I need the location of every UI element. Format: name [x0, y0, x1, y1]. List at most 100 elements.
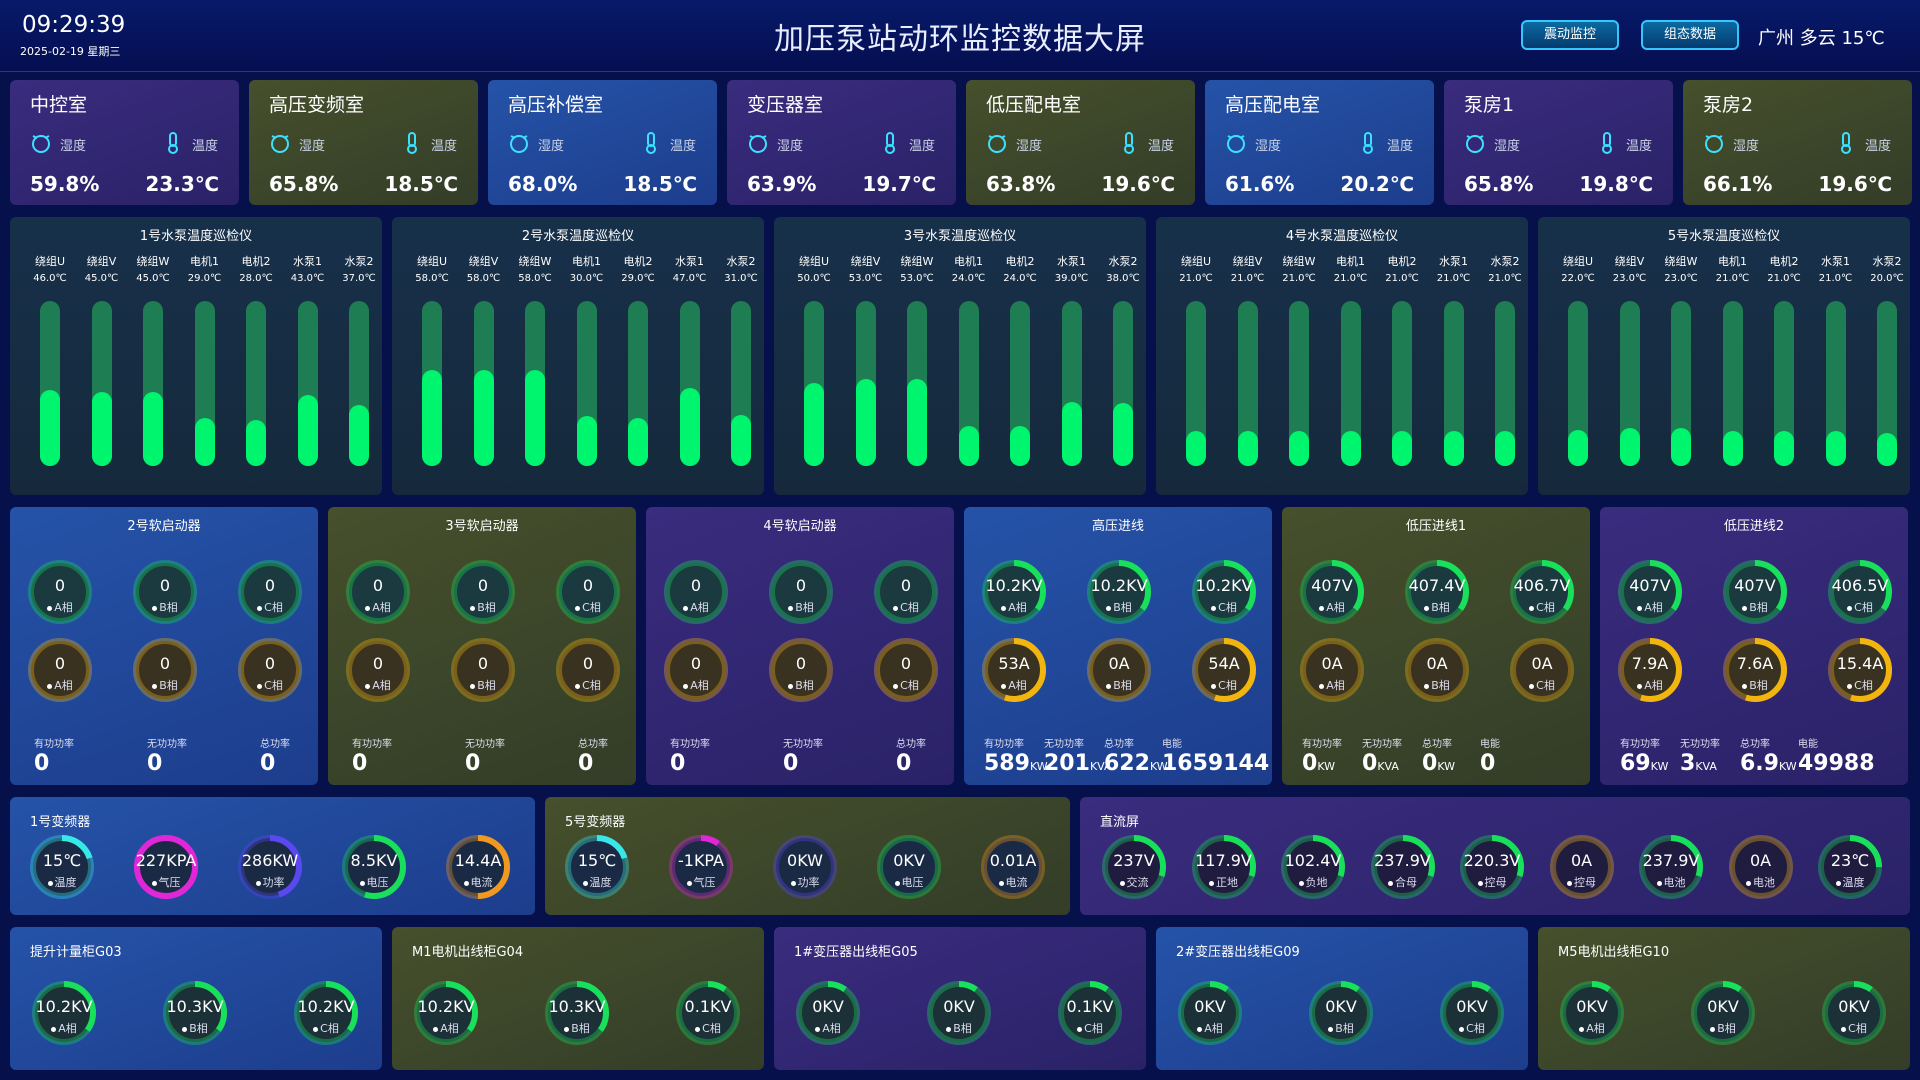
gauge-arc — [1510, 560, 1574, 624]
gauge-label-text: A相 — [1644, 679, 1663, 692]
temperature-bar-track — [907, 301, 927, 466]
gauge-dot — [1211, 683, 1217, 689]
gauge-value: 10.2KV — [35, 997, 93, 1016]
temperature-bar-fill — [1061, 402, 1082, 466]
temperature-bar-track — [855, 301, 876, 466]
vibration-monitor-button[interactable]: 震动监控 — [1521, 20, 1619, 50]
power-value: 0 — [465, 751, 480, 776]
gauge-label: C相 — [1056, 1020, 1124, 1036]
gauge-value: 0KV — [1838, 997, 1870, 1016]
gauge-value: 0 — [477, 576, 489, 595]
gauge-label: C相 — [554, 677, 622, 693]
temperature-value: 19.6℃ — [1101, 172, 1175, 196]
power-number: 0 — [670, 751, 686, 776]
gauge-label: B相 — [767, 599, 835, 615]
gauge-label-text: A相 — [1008, 601, 1027, 614]
gauge-label-text: C相 — [1854, 679, 1873, 692]
gauge-ring — [556, 560, 620, 624]
gauge-value: 15℃ — [42, 851, 82, 870]
gauge-dot — [365, 605, 371, 611]
sensor-name: 水泵1 — [675, 255, 704, 268]
gauge-dot — [790, 880, 796, 886]
panel-title: M1电机出线柜G04 — [412, 945, 524, 960]
gauge-ring — [1087, 560, 1151, 624]
gauge-ring — [664, 638, 728, 702]
gauge-arc — [1058, 981, 1122, 1045]
sensor-value: 58.0℃ — [466, 273, 501, 284]
gauge: 15℃ 温度 — [28, 833, 96, 901]
gauge-label-text: C相 — [1084, 1022, 1103, 1035]
clock-date: 2025-02-19 星期三 — [20, 45, 121, 58]
gauge: 0KV B相 — [1689, 979, 1757, 1047]
feeder-panel: 2号软启动器 0 A相 0 A相 0 B相 0 B相 0 C相 0 C相 有功功率 0 无功功率 0 总功率 0 — [10, 507, 318, 785]
gauge-label-text: A相 — [1586, 1022, 1605, 1035]
power-label: 无功功率 — [465, 739, 505, 750]
sensor-value: 21.0℃ — [1715, 273, 1750, 284]
temperature-bar-track — [1443, 301, 1464, 466]
humidity-value: 68.0% — [508, 172, 578, 196]
temperature-bar-track — [576, 301, 597, 466]
gauge-dot — [683, 683, 689, 689]
gauge: 0 A相 — [26, 636, 94, 704]
gauge: 0 A相 — [662, 636, 730, 704]
gauge-dot — [51, 1026, 57, 1032]
gauge-value: 10.3KV — [166, 997, 224, 1016]
gauge-ring — [1192, 638, 1256, 702]
gauge-dot — [152, 605, 158, 611]
sensor-value: 53.0℃ — [900, 273, 934, 284]
gauge-dot — [1567, 880, 1572, 886]
gauge-dot — [788, 605, 794, 611]
panel-title: 1号水泵温度巡检仪 — [139, 229, 253, 244]
gauge-label: C相 — [1508, 599, 1576, 615]
power-label: 总功率 — [1422, 739, 1452, 750]
power-number: 0 — [578, 751, 594, 776]
temperature-bar-track — [1568, 301, 1588, 466]
config-data-button[interactable]: 组态数据 — [1641, 20, 1739, 50]
temperature-value: 19.6℃ — [1818, 172, 1892, 196]
gauge-label-text: B相 — [795, 601, 814, 614]
power-label: 无功功率 — [1362, 739, 1402, 750]
humidity-value: 61.6% — [1225, 172, 1295, 196]
gauge-ring — [133, 638, 197, 702]
gauge: 0KV C相 — [1438, 979, 1506, 1047]
gauge: 407V B相 — [1721, 558, 1789, 626]
sensor-value: 28.0℃ — [239, 273, 273, 284]
gauge-ring — [451, 638, 515, 702]
temperature-bar-fill — [679, 388, 700, 466]
power-label: 无功功率 — [783, 739, 823, 750]
gauge-value: 0 — [54, 654, 66, 673]
gauge-arc — [163, 981, 227, 1045]
gauge-value: 8.5KV — [350, 851, 398, 870]
gauge-label-text: 控母 — [1484, 876, 1507, 889]
gauge-label: B相 — [1085, 599, 1153, 615]
humidity-value: 63.8% — [986, 172, 1056, 196]
gauge: 0A A相 — [1298, 636, 1366, 704]
temperature-bar-track — [1237, 301, 1258, 466]
temperature-bar-track — [1671, 301, 1691, 466]
gauge: 0 A相 — [344, 558, 412, 626]
gauge-label-text: 电压 — [901, 876, 924, 889]
temperature-bar-fill — [1877, 433, 1897, 466]
power-unit: KVA — [1089, 760, 1112, 773]
sensor-name: 绕组U — [416, 255, 448, 268]
gauge-label: B相 — [1721, 599, 1789, 615]
gauge: 0 B相 — [767, 636, 835, 704]
gauge-label: C相 — [1826, 599, 1894, 615]
header: 09:29:39 2025-02-19 星期三 加压泵站动环监控数据大屏 震动监… — [0, 0, 1920, 72]
gauge-dot — [1579, 1026, 1585, 1032]
thermometer-icon — [1357, 132, 1379, 154]
gauge-ring — [1560, 981, 1624, 1045]
sensor-value: 30.0℃ — [569, 273, 604, 284]
gauge-ring — [874, 638, 938, 702]
power-label: 有功功率 — [34, 739, 74, 750]
panel-title: 3号水泵温度巡检仪 — [903, 229, 1017, 244]
gauge-dot — [257, 683, 263, 689]
gauge-label: B相 — [449, 599, 517, 615]
gauge: 0KV 电压 — [875, 833, 943, 901]
temperature-bar-fill — [804, 383, 824, 466]
power-label: 总功率 — [1104, 739, 1134, 750]
gauge-value: 10.2KV — [985, 576, 1043, 595]
gauge-label: 功率 — [771, 874, 839, 890]
gauge-dot — [47, 880, 53, 886]
sensor-value: 23.0℃ — [1664, 273, 1698, 284]
